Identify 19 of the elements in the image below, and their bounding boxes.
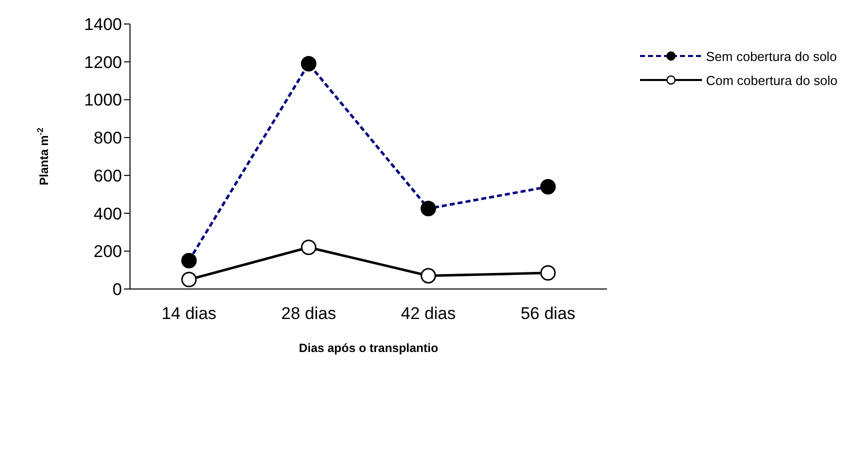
point — [181, 272, 197, 288]
point — [540, 265, 556, 281]
y-tick-label: 1000 — [84, 90, 122, 110]
y-tick-label: 400 — [94, 204, 122, 224]
y-tick-label: 800 — [94, 128, 122, 148]
point — [300, 240, 316, 256]
legend-label: Com cobertura do solo — [706, 72, 838, 88]
x-tick-label: 42 dias — [400, 304, 456, 324]
legend-label: Sem cobertura do solo — [706, 48, 837, 64]
x-tick-label: 56 dias — [520, 304, 576, 324]
y-tick-label: 1400 — [84, 15, 122, 34]
x-tick-label: 28 dias — [281, 304, 336, 324]
y-tick-label: 200 — [94, 242, 122, 262]
point — [420, 268, 436, 284]
y-tick-label: 0 — [112, 280, 122, 300]
y-tick-label: 1200 — [84, 52, 122, 72]
x-tick-label: 14 dias — [162, 304, 216, 324]
x-axis-title: Dias após o transplantio — [298, 341, 438, 355]
y-tick-label: 600 — [94, 166, 122, 186]
